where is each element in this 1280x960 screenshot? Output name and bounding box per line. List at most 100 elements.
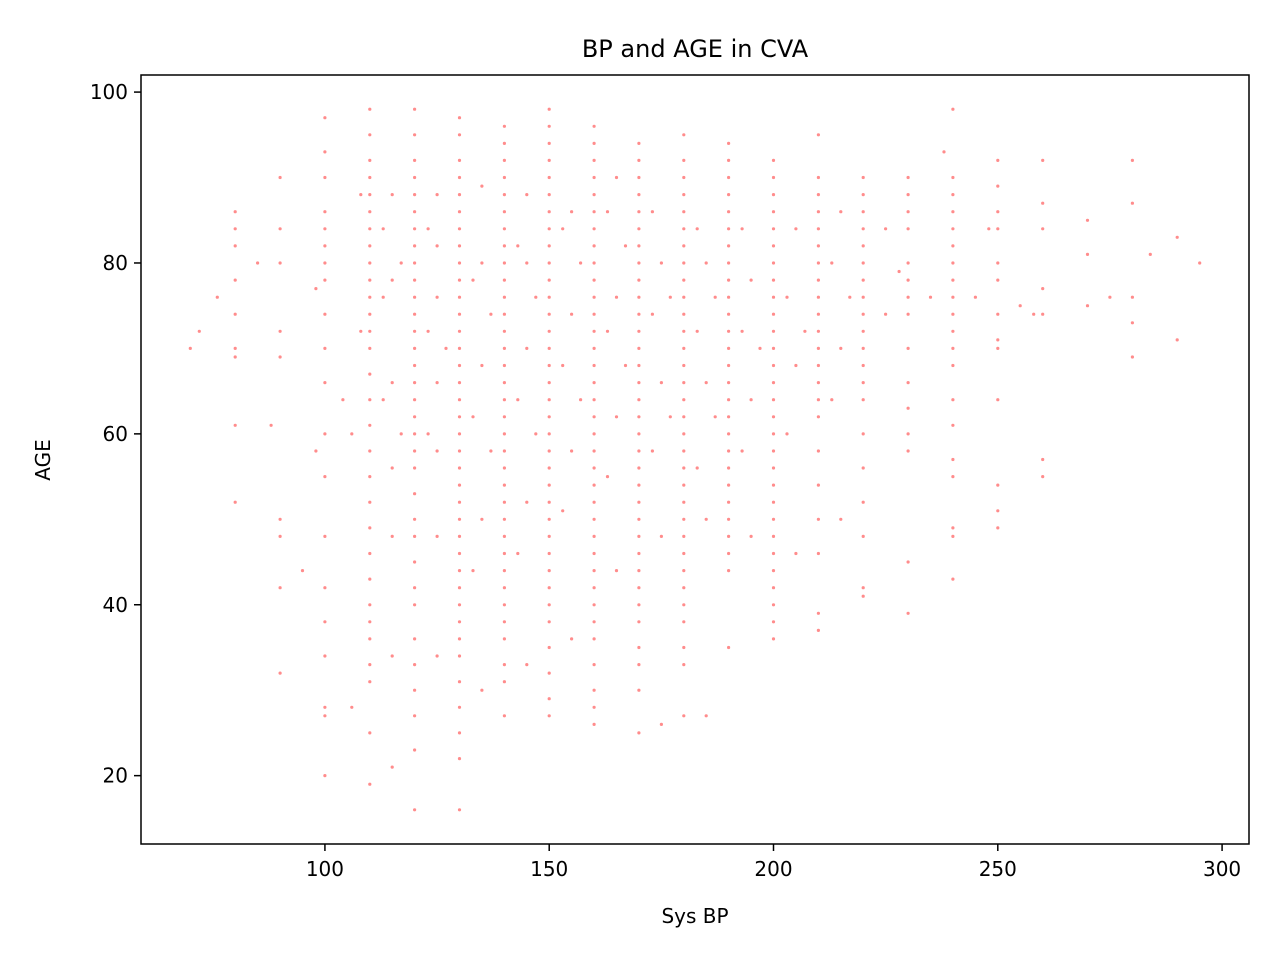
data-point <box>547 603 551 607</box>
data-point <box>1130 158 1134 162</box>
data-point <box>816 175 821 180</box>
data-point <box>682 603 686 607</box>
data-point <box>215 295 219 299</box>
data-point <box>547 278 551 282</box>
data-point <box>973 295 978 299</box>
data-point <box>233 355 237 359</box>
data-point <box>413 278 417 282</box>
data-point <box>682 449 686 453</box>
data-point <box>951 534 955 539</box>
data-point <box>794 227 798 231</box>
data-point <box>457 329 462 333</box>
x-tick-label: 200 <box>754 857 792 881</box>
data-point <box>727 500 731 504</box>
data-point <box>547 483 551 487</box>
data-point <box>592 227 596 231</box>
data-point <box>547 551 551 556</box>
data-point <box>1175 338 1179 342</box>
data-point <box>1041 201 1045 205</box>
data-point <box>771 603 776 607</box>
data-point <box>300 569 305 573</box>
data-point <box>592 722 596 727</box>
data-point <box>278 586 282 590</box>
data-point <box>830 261 834 265</box>
data-point <box>771 312 776 316</box>
data-point <box>623 363 628 368</box>
data-point <box>561 363 565 368</box>
data-point <box>233 423 237 427</box>
data-point <box>413 381 417 385</box>
data-point <box>502 637 506 641</box>
data-point <box>614 569 619 573</box>
data-point <box>547 193 551 197</box>
data-point <box>605 329 610 333</box>
data-point <box>816 381 821 385</box>
data-point <box>457 261 462 265</box>
data-point <box>996 158 1000 162</box>
data-point <box>435 244 439 248</box>
data-point <box>637 483 641 487</box>
data-point <box>457 363 462 368</box>
data-point <box>547 261 551 265</box>
data-point <box>727 645 731 650</box>
data-point <box>457 620 462 624</box>
data-point <box>592 534 596 539</box>
data-point <box>502 210 506 214</box>
data-point <box>413 637 417 641</box>
data-point <box>457 808 462 812</box>
data-point <box>547 697 551 701</box>
data-point <box>816 449 821 453</box>
data-point <box>682 227 686 231</box>
data-point <box>457 705 462 709</box>
data-point <box>323 261 327 265</box>
data-point <box>996 338 1000 342</box>
data-point <box>839 517 843 521</box>
data-point <box>695 466 699 470</box>
data-point <box>682 466 686 470</box>
data-point <box>368 603 372 607</box>
data-point <box>727 210 731 214</box>
data-point <box>592 329 596 333</box>
data-point <box>861 244 865 248</box>
data-point <box>682 620 686 624</box>
data-point <box>592 586 596 590</box>
data-point <box>682 329 686 333</box>
data-point <box>413 346 417 350</box>
data-point <box>592 158 596 162</box>
data-point <box>413 603 417 607</box>
data-point <box>1032 312 1036 316</box>
data-point <box>323 346 327 350</box>
data-point <box>457 244 462 248</box>
data-point <box>951 175 955 180</box>
data-point <box>951 107 955 111</box>
data-point <box>323 116 327 120</box>
data-point <box>457 432 462 436</box>
data-point <box>457 680 462 684</box>
y-tick-label: 60 <box>103 422 128 446</box>
data-point <box>713 415 717 419</box>
data-point <box>637 295 641 299</box>
data-point <box>444 346 448 350</box>
data-point <box>592 312 596 316</box>
data-point <box>785 295 789 299</box>
data-point <box>771 158 776 162</box>
data-point <box>682 586 686 590</box>
data-point <box>390 654 394 658</box>
data-point <box>457 295 462 299</box>
data-point <box>390 765 394 769</box>
data-point <box>623 244 628 248</box>
data-point <box>996 184 1000 188</box>
data-point <box>682 210 686 214</box>
data-point <box>668 415 672 419</box>
data-point <box>390 466 394 470</box>
data-point <box>323 475 327 479</box>
data-point <box>1148 252 1152 256</box>
data-point <box>457 586 462 590</box>
data-point <box>771 244 776 248</box>
data-point <box>861 295 865 299</box>
data-point <box>637 569 641 573</box>
data-point <box>390 278 394 282</box>
data-point <box>951 577 955 581</box>
data-point <box>884 227 888 231</box>
data-point <box>816 278 821 282</box>
